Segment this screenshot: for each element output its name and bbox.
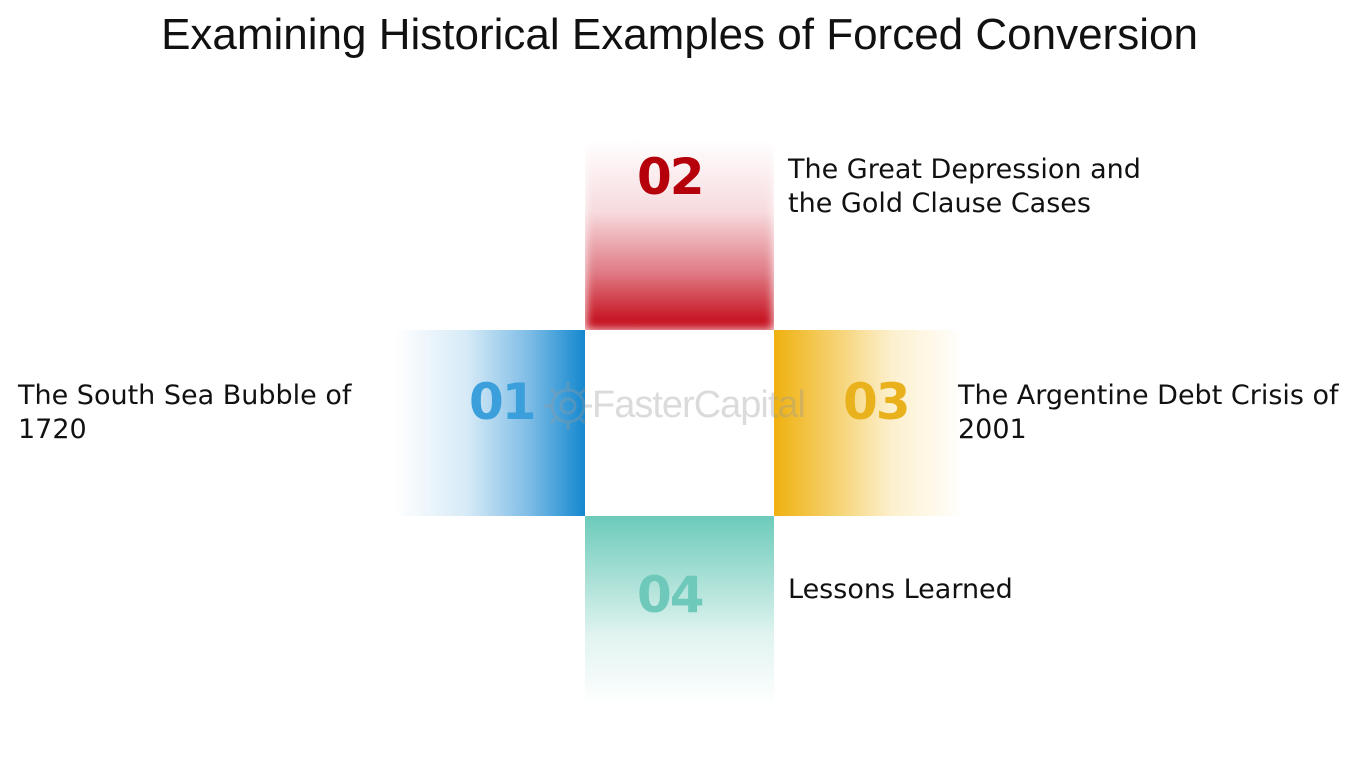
watermark-logo: FasterCapital [540,378,840,434]
item-03-number: 03 [843,373,911,431]
item-02-number: 02 [637,148,705,206]
item-03-block [774,330,964,516]
watermark-text: FasterCapital [592,384,806,426]
page-title: Examining Historical Examples of Forced … [161,10,1198,59]
item-03-label: The Argentine Debt Crisis of 2001 [958,380,1339,445]
item-02-label: The Great Depression and the Gold Clause… [788,154,1141,219]
item-01-label: The South Sea Bubble of 1720 [18,380,352,445]
item-01-block [395,330,585,516]
gear-icon [544,382,592,430]
item-04-label: Lessons Learned [788,574,1013,605]
item-04-number: 04 [637,566,705,624]
center-square [585,330,774,516]
item-01-number: 01 [469,373,537,431]
item-02-block [585,140,774,330]
item-04-block [585,516,774,706]
